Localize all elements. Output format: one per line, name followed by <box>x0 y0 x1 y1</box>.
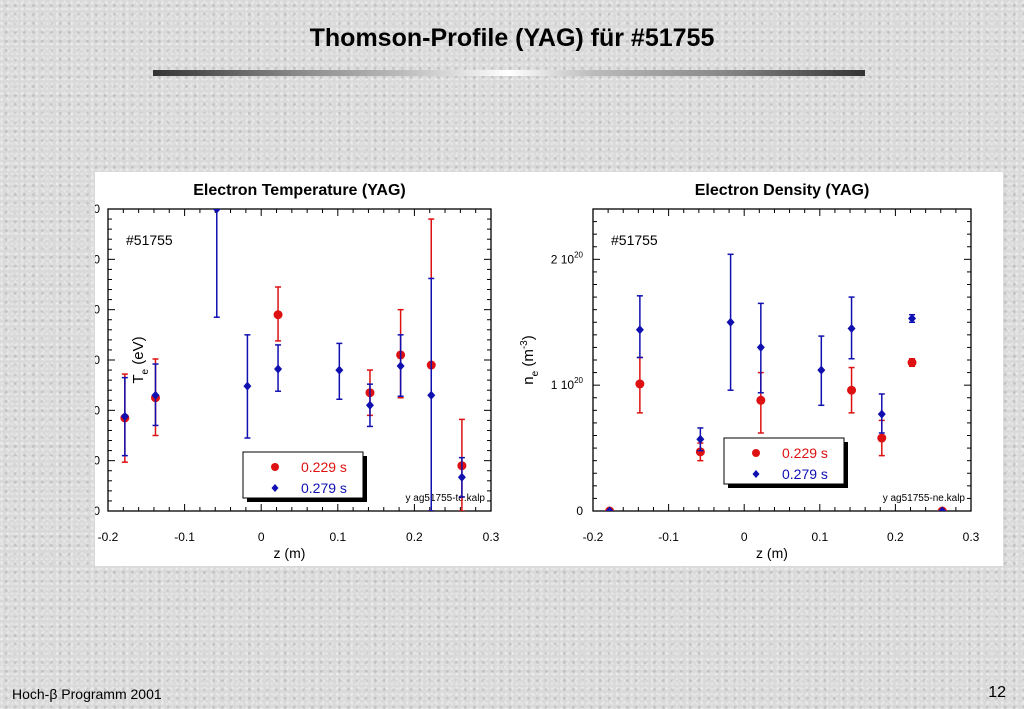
footer-program-label: Hoch-β Programm 2001 <box>12 686 162 702</box>
y-tick-label: 600 <box>95 202 100 216</box>
y-tick-label: 500 <box>95 252 100 266</box>
data-point-circle <box>877 433 887 443</box>
data-point-diamond <box>457 472 466 482</box>
chart-density: Electron Density (YAG) -0.2 -0.1 0 0.1 0.2 0.3… <box>519 182 980 561</box>
legend-label: 0.279 s <box>782 466 828 482</box>
source-label: y ag51755-ne.kalp <box>883 493 966 504</box>
data-layer <box>605 253 947 511</box>
y-tick-label: 0 <box>576 504 583 518</box>
legend-marker-diamond <box>271 484 279 492</box>
chart-panel: Electron Temperature (YAG) -0.2 -0.1 0 0.1 0.… <box>95 172 1003 566</box>
data-point-diamond <box>726 317 735 327</box>
x-tick-label: 0.2 <box>406 530 423 544</box>
x-tick-label: -0.1 <box>174 530 195 544</box>
legend-marker-circle <box>271 463 279 471</box>
y-tick-label: 2 1020 <box>551 250 584 266</box>
y-axis-label: Te (eV) <box>130 336 151 383</box>
data-point-diamond <box>756 342 765 352</box>
chart-title: Electron Density (YAG) <box>695 182 870 199</box>
data-point-circle <box>847 385 857 395</box>
data-point-circle <box>635 379 645 389</box>
x-tick-label: 0 <box>741 530 748 544</box>
x-tick-label: -0.2 <box>583 530 604 544</box>
data-layer <box>120 209 467 511</box>
x-tick-label: 0.3 <box>483 530 500 544</box>
data-point-diamond <box>274 364 283 374</box>
source-label: y ag51755-te.kalp <box>405 493 485 504</box>
data-point-diamond <box>696 434 705 444</box>
y-tick-label: 400 <box>95 303 100 317</box>
x-tick-label: 0.2 <box>887 530 904 544</box>
data-point-circle <box>756 395 766 405</box>
data-point-diamond <box>335 365 344 375</box>
chart-title: Electron Temperature (YAG) <box>193 182 406 199</box>
data-point-diamond <box>605 506 614 511</box>
x-tick-label: 0.3 <box>963 530 980 544</box>
plots-svg: Electron Temperature (YAG) -0.2 -0.1 0 0.1 0.… <box>95 182 980 561</box>
y-tick-label: 1 1020 <box>551 376 584 392</box>
x-tick-label: 0 <box>258 530 265 544</box>
data-point-diamond <box>847 324 856 334</box>
page-number: 12 <box>988 684 1006 701</box>
x-tick-label: -0.2 <box>98 530 119 544</box>
data-point-diamond <box>243 381 252 391</box>
legend-box <box>242 451 364 499</box>
legend-label: 0.229 s <box>782 445 828 461</box>
data-point-diamond <box>427 390 436 400</box>
y-tick-label: 300 <box>95 353 100 367</box>
y-axis-label: ne (m-3) <box>519 335 541 384</box>
data-point-diamond <box>396 361 405 371</box>
data-point-diamond <box>817 365 826 375</box>
x-tick-label: 0.1 <box>811 530 828 544</box>
legend-label: 0.279 s <box>301 480 347 496</box>
data-point-diamond <box>120 411 129 421</box>
legend-box <box>723 437 845 485</box>
x-tick-label: 0.1 <box>329 530 346 544</box>
data-point-circle <box>907 358 917 368</box>
data-point-diamond <box>877 409 886 419</box>
legend-label: 0.229 s <box>301 459 347 475</box>
data-point-circle <box>273 310 283 320</box>
y-tick-label: 100 <box>95 454 100 468</box>
x-tick-label: -0.1 <box>658 530 679 544</box>
legend-marker-diamond <box>752 470 760 478</box>
data-point-circle <box>695 447 705 457</box>
x-axis-label: z (m) <box>756 545 788 561</box>
legend-marker-circle <box>752 449 760 457</box>
slide-title: Thomson-Profile (YAG) für #51755 <box>309 24 715 52</box>
y-tick-label: 200 <box>95 403 100 417</box>
chart-temperature: Electron Temperature (YAG) -0.2 -0.1 0 0.1 0.… <box>95 182 500 561</box>
data-point-diamond <box>938 506 947 511</box>
data-point-diamond <box>908 313 917 323</box>
shot-annotation: #51755 <box>611 232 658 248</box>
data-point-diamond <box>635 325 644 335</box>
x-axis-label: z (m) <box>274 545 306 561</box>
title-rule <box>153 70 865 76</box>
shot-annotation: #51755 <box>126 232 173 248</box>
data-point-diamond <box>365 400 374 410</box>
y-tick-label: 0 <box>95 504 100 518</box>
data-point-diamond <box>151 390 160 400</box>
data-point-diamond <box>212 209 221 214</box>
